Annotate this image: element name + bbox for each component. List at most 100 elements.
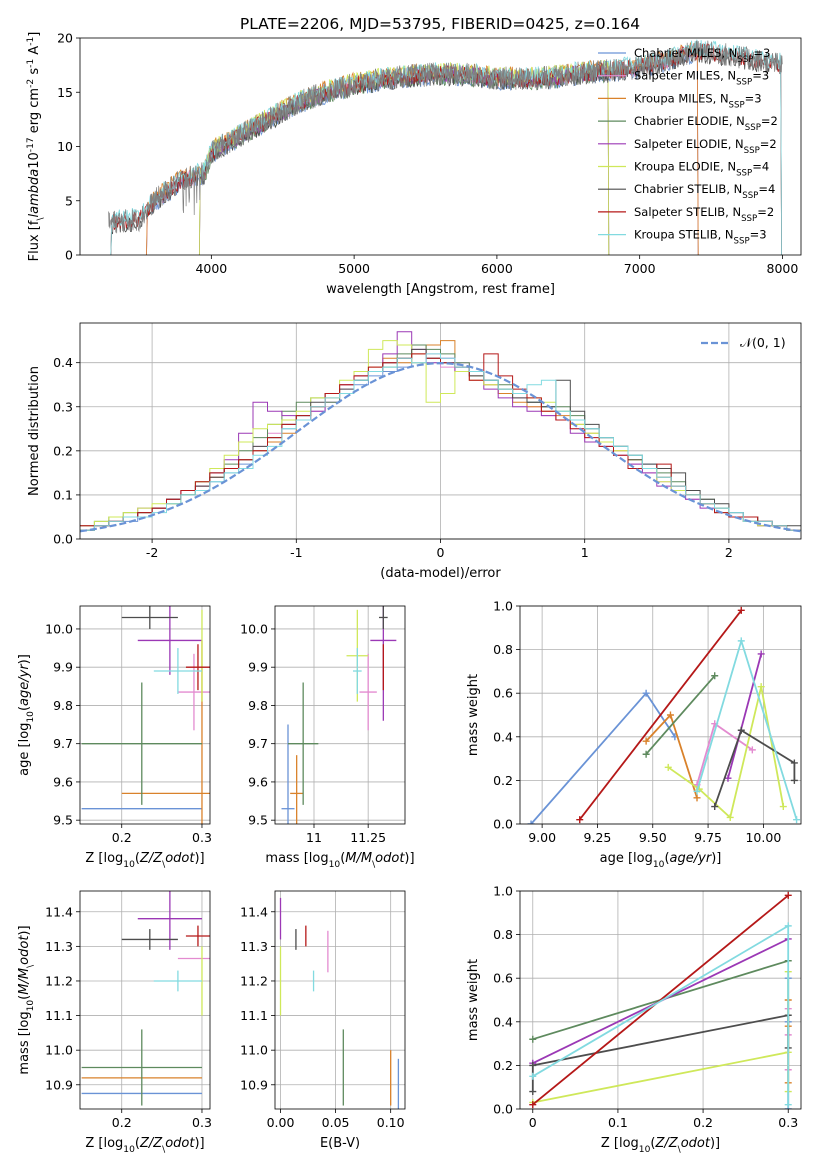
spectrum-legend: Chabrier MILES, NSSP=3 Salpeter MILES, NS… [598,46,778,247]
y-tick-label: 20 [57,31,73,46]
axes-frame [274,890,406,1110]
mass-weight-marker [726,813,734,821]
y-tick-label: 11.4 [45,904,73,919]
x-tick-label: 11.25 [350,830,386,845]
y-tick-label: 15 [57,85,73,100]
legend-entry: Kroupa MILES, NSSP=3 [634,91,762,110]
mass-weight-marker [737,606,745,614]
y-tick-label: 11.2 [45,973,73,988]
x-tick-label: 9.50 [639,830,667,845]
y-tick-label: 0.0 [493,1102,513,1117]
plot-area [108,39,783,255]
y-tick-label: 9.7 [248,736,268,751]
legend-entry: Salpeter ELODIE, NSSP=2 [634,137,777,156]
y-tick-label: 0.6 [493,686,513,701]
mass-weight-line [645,675,716,755]
y-tick-label: 0.0 [493,817,513,832]
x-tick-label: 0 [529,1115,537,1130]
panel-mass_vs_Z: 0.2 0.3 10.9 11.0 11.1 11.2 11.3 11.4 Z [log10(Z… [17,890,212,1155]
x-tick-label: 9.00 [528,830,556,845]
y-tick-label: 0.8 [493,642,513,657]
mass-weight-marker [529,1035,537,1043]
legend-entry: Kroupa ELODIE, NSSP=4 [634,160,769,179]
legend-entry: Chabrier MILES, NSSP=3 [634,46,770,65]
mass-weight-marker [790,776,798,784]
errorbar-salpeter-stelib [185,644,210,691]
x-tick-label: 0.2 [112,830,132,845]
mass-weight-line [532,971,790,1104]
plot-area [527,606,801,824]
x-tick-label: 10.00 [745,830,781,845]
panel-age_vs_Z: 0.2 0.3 9.5 9.6 9.7 9.8 9.9 10.0 Z [log10(Z/Z\od… [17,605,212,870]
y-tick-label: 0.2 [493,1058,513,1073]
legend-entry: Chabrier STELIB, NSSP=4 [634,182,775,201]
errorbar-kroupa-stelib [153,648,202,694]
x-tick-label: 0.3 [192,1115,212,1130]
x-tick-label: 8000 [767,261,799,276]
x-axis-label: age [log10(age/yr)] [600,851,722,870]
x-axis-label: Z [log10(Z/Z\odot)] [601,1136,720,1155]
y-tick-label: 11.1 [240,1008,268,1023]
mass-weight-marker [642,689,650,697]
panel-mass_vs_ebv: 0.00 0.05 0.10 10.9 11.0 11.1 11.2 11.3 11.4 E(B-… [240,890,406,1151]
y-tick-label: 9.6 [248,774,268,789]
errorbar-salpeter-elodie [137,606,202,675]
x-tick-label: 0.3 [192,830,212,845]
mass-weight-marker [779,803,787,811]
x-tick-label: 5000 [338,261,370,276]
mass-weight-marker [737,726,745,734]
x-tick-label: 6000 [481,261,513,276]
y-tick-label: 0.4 [493,729,513,744]
axes-frame [79,890,211,1110]
y-tick-label: 10.0 [240,621,268,636]
mass-weight-marker [529,1061,537,1069]
x-tick-label: 9.25 [584,830,612,845]
mass-weight-marker [748,746,756,754]
mass-weight-marker [527,820,535,824]
errorbar-salpeter-miles [359,653,377,731]
x-tick-label: 0.00 [267,1115,295,1130]
panel-mass_weight_vs_Z: 0 0.1 0.2 0.3 0.0 0.2 0.4 0.6 0.8 1.0 Z [log10(Z/Z… [466,884,802,1155]
y-tick-label: 9.8 [53,698,73,713]
x-tick-label: 0.2 [112,1115,132,1130]
y-tick-label: 0.4 [53,355,73,370]
y-tick-label: 5 [65,193,73,208]
y-tick-label: 1.0 [493,599,513,614]
mass-weight-marker [693,794,701,802]
mass-weight-marker [693,787,701,795]
y-tick-label: 10 [57,139,73,154]
y-tick-label: 0.2 [493,773,513,788]
axes-frame [274,605,406,825]
x-tick-label: 2 [725,545,733,560]
mass-weight-line [645,713,698,799]
x-axis-label: E(B-V) [320,1136,360,1151]
model-spectrum-line [198,67,610,255]
plot-area [81,606,210,824]
mass-weight-marker [666,711,674,719]
mass-weight-marker [793,816,801,824]
plot-area [279,897,400,1109]
mass-weight-line [667,686,785,820]
y-axis-label: mass weight [466,959,481,1041]
y-tick-label: 9.5 [248,813,268,828]
x-axis-label: wavelength [Angstrom, rest frame] [326,282,555,297]
x-tick-label: 0.1 [608,1115,628,1130]
model-spectrum-line [198,59,610,255]
x-tick-label: 0 [437,545,445,560]
x-tick-label: -2 [146,545,158,560]
y-tick-label: 0.3 [53,399,73,414]
axes-frame [79,605,211,825]
legend-entry: Salpeter STELIB, NSSP=2 [634,205,774,224]
y-axis-label: mass weight [466,674,481,756]
plot-area [81,891,210,1106]
y-tick-label: 11.3 [45,939,73,954]
x-tick-label: 4000 [195,261,227,276]
y-tick-label: 11.1 [45,1008,73,1023]
mass-weight-marker [576,816,584,824]
errorbar-chabrier-miles [281,724,295,824]
y-axis-label: age [log10(age/yr)] [17,654,36,776]
panel-spectrum: 4000 5000 6000 7000 8000 0 5 10 15 20 wavelength [… [26,31,802,297]
y-tick-label: 11.0 [240,1043,268,1058]
mass-weight-marker [757,650,765,658]
